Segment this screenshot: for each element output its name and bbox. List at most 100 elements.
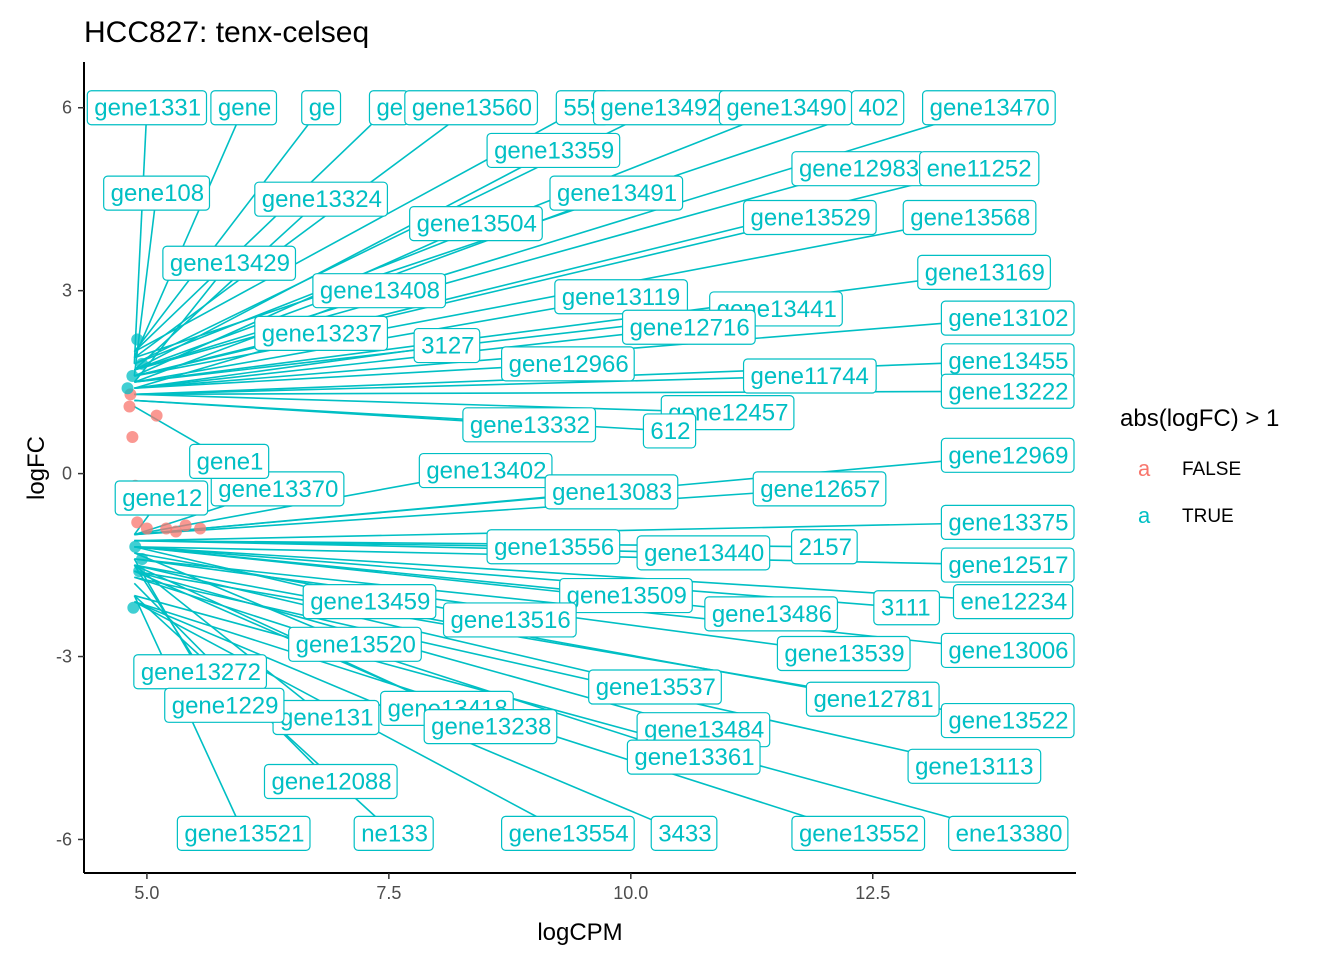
gene-label: ge	[376, 95, 403, 122]
gene-label: gene1229	[172, 692, 279, 719]
gene-label: gene13470	[930, 95, 1050, 122]
gene-label-box	[873, 590, 941, 626]
gene-label: gene13440	[644, 540, 764, 567]
gene-label-box	[940, 504, 1075, 540]
gene-label: 3111	[881, 595, 931, 622]
gene-label-box	[940, 300, 1075, 336]
gene-label-box	[902, 199, 1037, 236]
x-tick-label: 5.0	[134, 883, 159, 903]
gene-label: gene13272	[141, 659, 261, 686]
data-point-false	[123, 400, 136, 413]
x-tick-label: 7.5	[376, 883, 401, 903]
gene-label: gene13113	[915, 753, 1033, 780]
legend-items: a FALSE a TRUE	[1138, 456, 1241, 528]
gene-label: gene13539	[784, 640, 904, 667]
label-connector	[134, 491, 612, 536]
gene-label-box	[423, 709, 558, 745]
gene-label: gene108	[111, 180, 204, 207]
gene-label-box	[418, 452, 553, 489]
gene-label-box	[114, 480, 209, 516]
gene-label-box	[162, 245, 297, 281]
gene-label-box	[404, 90, 539, 126]
gene-label: gene13402	[426, 458, 546, 485]
gene-label: gene	[218, 95, 271, 122]
data-point-true	[126, 370, 139, 383]
gene-label-box	[790, 529, 858, 565]
gene-label-box	[940, 632, 1075, 669]
gene-label: gene13237	[262, 320, 382, 347]
gene-label-box	[86, 90, 208, 126]
gene-label-box	[626, 739, 761, 775]
label-connector	[134, 488, 820, 536]
data-point-true	[129, 540, 142, 553]
data-point-false	[140, 522, 153, 535]
y-axis-ticks: -6 -3 0 3 6	[56, 98, 84, 849]
y-tick-label: 3	[62, 281, 72, 301]
gene-label-box	[544, 474, 679, 510]
y-tick-label: 6	[62, 98, 72, 118]
gene-label: gene131	[280, 705, 373, 732]
gene-label: gene13509	[567, 583, 687, 610]
gene-label: gene13222	[948, 378, 1068, 405]
gene-label: gene13102	[948, 305, 1068, 332]
data-point-false	[194, 522, 207, 535]
gene-label-box	[554, 279, 689, 315]
data-point-true	[136, 552, 149, 565]
gene-label: gene13429	[170, 250, 290, 277]
gene-label: gene13006	[948, 637, 1068, 664]
gene-label: 612	[650, 418, 690, 445]
label-connector	[133, 107, 322, 353]
gene-label: gene13361	[634, 744, 754, 771]
gene-label: gene13083	[552, 479, 672, 506]
gene-label: gene13560	[412, 95, 532, 122]
gene-label: gene13375	[948, 509, 1068, 536]
gene-label-box	[549, 175, 684, 211]
data-point-true	[127, 601, 140, 614]
gene-label: gene13492	[601, 95, 721, 122]
gene-label: 2157	[799, 534, 852, 561]
label-connector	[134, 375, 810, 396]
gene-label-box	[301, 90, 342, 126]
gene-label-box	[588, 669, 722, 705]
data-point-false	[126, 431, 139, 444]
gene-label-box	[742, 199, 877, 236]
gene-label: gene13332	[470, 412, 590, 439]
gene-label: gene13554	[509, 820, 629, 847]
data-point-true	[133, 565, 146, 578]
gene-label-box	[752, 471, 887, 507]
gene-label: gene13516	[451, 607, 571, 634]
gene-label: 3127	[421, 333, 474, 360]
gene-label-box	[921, 90, 1056, 126]
y-axis-title: logFC	[23, 436, 50, 500]
gene-label: ene11252	[927, 156, 1032, 183]
gene-label: ene13380	[956, 820, 1063, 847]
gene-label-box	[940, 437, 1075, 473]
gene-label-box	[254, 181, 389, 217]
gene-label-box	[263, 763, 398, 800]
gene-label: gene12716	[630, 314, 750, 341]
label-connector	[134, 576, 975, 768]
gene-label: gene13504	[417, 211, 537, 238]
label-connector	[134, 344, 448, 390]
gene-label-box	[164, 687, 285, 723]
gene-label: gene13459	[310, 589, 430, 616]
gene-label-box	[650, 815, 718, 851]
gene-label: gene12088	[271, 769, 391, 796]
gene-label-box	[919, 151, 1040, 187]
legend: abs(logFC) > 1 a FALSE a TRUE	[1120, 405, 1279, 528]
gene-label-box	[791, 815, 926, 851]
gene-label: gene13522	[948, 708, 1068, 735]
gene-label: gene13486	[712, 601, 832, 628]
gene-label-box	[189, 443, 270, 480]
gene-label: gene12983	[799, 156, 919, 183]
gene-label: gene13324	[262, 186, 382, 213]
gene-label-box	[442, 602, 577, 638]
x-tick-label: 12.5	[855, 883, 890, 903]
gene-label: gene13556	[494, 534, 614, 561]
gene-label-box	[636, 535, 771, 571]
label-connector	[134, 390, 1008, 396]
gene-label-box	[948, 815, 1069, 851]
gene-label-box	[254, 315, 389, 351]
gene-label: gene13455	[948, 348, 1068, 375]
